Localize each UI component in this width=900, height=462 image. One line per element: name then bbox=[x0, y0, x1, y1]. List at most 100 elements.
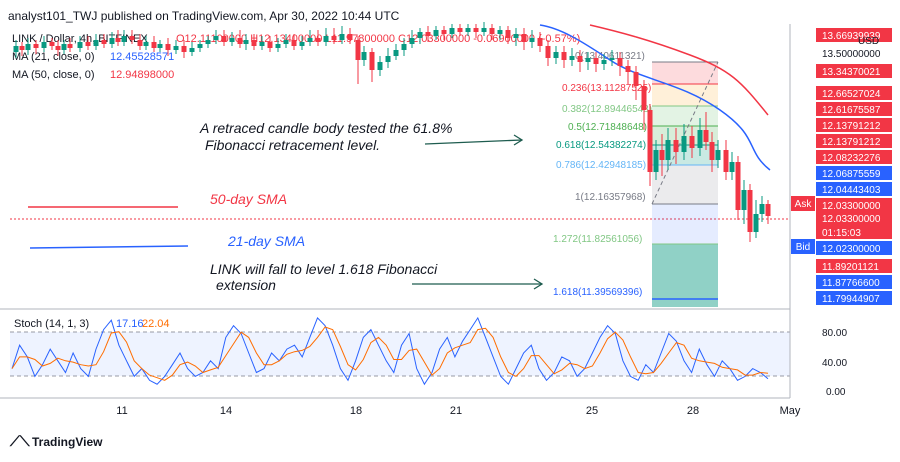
price-tag-bg bbox=[816, 46, 892, 60]
fib-label-0382: 0.382(12.89446548) bbox=[562, 104, 652, 115]
candle-body bbox=[299, 42, 305, 46]
price-tag-bg bbox=[816, 275, 892, 289]
price-tag-label: 11.79944907 bbox=[822, 294, 880, 305]
price-tag-label: 12.03300000 bbox=[822, 214, 881, 225]
candle-body bbox=[709, 142, 715, 160]
candle-body bbox=[109, 38, 115, 44]
price-tag-bg bbox=[816, 211, 892, 225]
price-tag-bg bbox=[816, 241, 892, 255]
price-tag-bg bbox=[816, 86, 892, 100]
ma21-legend-label: MA (21, close, 0) bbox=[12, 51, 95, 63]
candle-body bbox=[735, 162, 741, 210]
candle-body bbox=[157, 44, 163, 48]
time-label: 28 bbox=[687, 405, 699, 417]
candle-body bbox=[593, 58, 599, 64]
ask-tag[interactable]: Ask bbox=[791, 196, 815, 211]
candle-body bbox=[13, 46, 19, 52]
stoch-legend-label: Stoch (14, 1, 3) bbox=[14, 318, 89, 330]
candle-body bbox=[489, 28, 495, 34]
candle-body bbox=[747, 190, 753, 232]
candle-body bbox=[251, 40, 257, 46]
fib-label-0: 0(13.40611321) bbox=[575, 51, 645, 62]
candle-body bbox=[291, 40, 297, 46]
annotation-retrace-line1: A retraced candle body tested the 61.8% bbox=[199, 120, 452, 136]
candle-body bbox=[41, 42, 47, 48]
candle-body bbox=[653, 150, 659, 172]
candle-body bbox=[115, 38, 121, 42]
candle-body bbox=[553, 52, 559, 58]
candle-body bbox=[441, 30, 447, 34]
bid-tag[interactable]: Bid bbox=[791, 239, 815, 254]
currency-label: USD bbox=[858, 36, 879, 47]
candle-body bbox=[181, 46, 187, 52]
price-tag-label: 13.50000000 bbox=[822, 49, 881, 60]
candle-body bbox=[377, 62, 383, 70]
sma21-annotation: 21-day SMA bbox=[227, 233, 305, 249]
price-tag-label: 12.03300000 bbox=[822, 201, 881, 212]
candle-body bbox=[93, 40, 99, 46]
candle-body bbox=[681, 136, 687, 152]
candle-body bbox=[647, 110, 653, 172]
price-tag-bg bbox=[816, 134, 892, 148]
price-tag-bg bbox=[816, 102, 892, 116]
price-tag-label: 12.13791212 bbox=[822, 121, 881, 132]
candle-body bbox=[585, 58, 591, 62]
time-label: 25 bbox=[586, 405, 598, 417]
candle-body bbox=[237, 38, 243, 44]
sma21-sample-line bbox=[29, 245, 189, 249]
candle-body bbox=[275, 44, 281, 48]
candle-body bbox=[339, 34, 345, 40]
time-label: May bbox=[780, 405, 801, 417]
candle-body bbox=[205, 40, 211, 44]
ohlc-readout: O12.11100000 H12.13400000 L11.97800000 C… bbox=[176, 33, 580, 45]
candle-body bbox=[121, 36, 127, 42]
arrow-to-extension bbox=[412, 278, 544, 290]
price-tag-bg bbox=[816, 28, 892, 42]
tradingview-logo[interactable]: ⟋⟍ TradingView bbox=[9, 433, 103, 449]
fib-label-1618: 1.618(11.39569396) bbox=[553, 287, 642, 298]
candle-body bbox=[137, 40, 143, 46]
fib-label-05: 0.5(12.71848648) bbox=[568, 122, 647, 133]
ma50-legend-value: 12.94898000 bbox=[110, 69, 174, 81]
price-axis: 13.66939939 13.50000000 13.34370021 12.6652… bbox=[816, 28, 892, 305]
price-tag-bg bbox=[816, 291, 892, 305]
candle-body bbox=[697, 130, 703, 148]
annotation-forecast-line1: LINK will fall to level 1.618 Fibonacci bbox=[210, 261, 438, 277]
candle-body bbox=[741, 190, 747, 210]
candle-body bbox=[665, 140, 671, 160]
price-tag-label: 12.06875559 bbox=[822, 169, 881, 180]
candle-body bbox=[433, 30, 439, 36]
annotation-forecast-line2: extension bbox=[216, 277, 276, 293]
price-tag-bg bbox=[816, 182, 892, 196]
time-label: 18 bbox=[350, 405, 362, 417]
stoch-band bbox=[10, 332, 790, 376]
candle-body bbox=[33, 44, 39, 48]
fib-label-1272: 1.272(11.82561056) bbox=[553, 234, 642, 245]
candle-body bbox=[577, 56, 583, 62]
candle-body bbox=[729, 162, 735, 172]
time-label: 11 bbox=[116, 405, 127, 417]
price-tag-bg bbox=[816, 225, 892, 239]
candle-body bbox=[625, 66, 631, 72]
candle-body bbox=[465, 28, 471, 32]
time-axis: 11 14 18 21 25 28 May bbox=[116, 405, 801, 417]
candle-body bbox=[61, 44, 67, 50]
price-tag-label: 12.13791212 bbox=[822, 137, 881, 148]
candle-body bbox=[197, 44, 203, 48]
time-label: 14 bbox=[220, 405, 232, 417]
fib-labels: 0(13.40611321) 0.236(13.11287525) 0.382(… bbox=[553, 51, 652, 298]
candle-body bbox=[85, 42, 91, 46]
stoch-axis-0: 0.00 bbox=[826, 387, 846, 398]
candle-body bbox=[601, 60, 607, 64]
candle-body bbox=[723, 150, 729, 172]
candle-body bbox=[49, 42, 55, 46]
candle-body bbox=[129, 36, 135, 40]
annotation-retrace-line2: Fibonacci retracement level. bbox=[205, 137, 380, 153]
tv-brand-label: TradingView bbox=[32, 435, 103, 449]
candle-body bbox=[753, 214, 759, 232]
price-tag-label: 12.04443403 bbox=[822, 185, 881, 196]
price-tag-label: 12.08232276 bbox=[822, 153, 881, 164]
candle-body bbox=[331, 36, 337, 40]
